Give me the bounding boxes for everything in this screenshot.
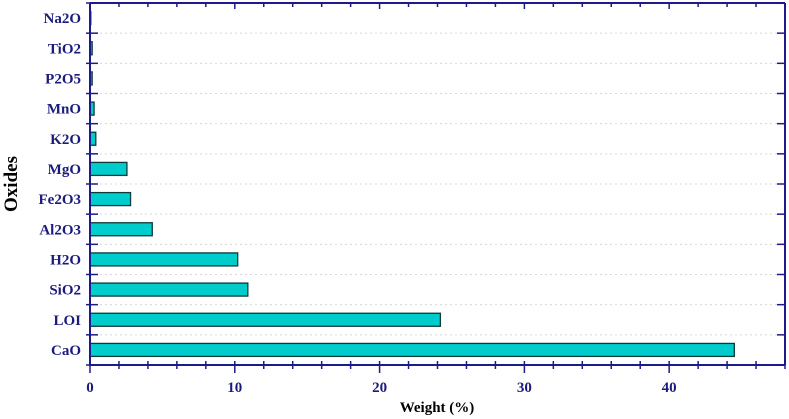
bar-h2o xyxy=(89,252,239,267)
x-axis-tick-labels: 0 10 20 30 40 xyxy=(86,380,676,396)
bar-loi xyxy=(89,312,442,327)
y-axis-category-labels: CaO LOI SiO2 H2O Al2O3 Fe2O3 MgO K2O MnO P2O5 TiO2… xyxy=(39,11,82,359)
bar-sio2 xyxy=(89,282,249,297)
x-tick-label: 30 xyxy=(517,380,532,396)
category-label: P2O5 xyxy=(45,71,81,87)
category-label: LOI xyxy=(53,313,81,329)
x-tick-label: 10 xyxy=(227,380,242,396)
gridlines xyxy=(90,32,785,336)
category-label: MgO xyxy=(48,162,81,178)
x-tick-label: 0 xyxy=(86,380,94,396)
category-label: MnO xyxy=(47,102,81,118)
bar-cao xyxy=(89,342,735,358)
axes xyxy=(86,2,786,373)
category-label: CaO xyxy=(51,343,81,359)
y-axis-title: Oxides xyxy=(1,156,22,212)
category-label: H2O xyxy=(50,252,81,268)
category-label: TiO2 xyxy=(48,41,81,57)
bars xyxy=(89,10,735,358)
category-label: Al2O3 xyxy=(39,222,81,238)
x-tick-label: 40 xyxy=(662,380,677,396)
category-label: Na2O xyxy=(44,11,82,27)
bar-mgo xyxy=(89,161,128,177)
bar-fe2o3 xyxy=(89,191,132,207)
category-label: Fe2O3 xyxy=(39,192,82,208)
x-axis-title: Weight (%) xyxy=(400,400,475,416)
category-label: K2O xyxy=(50,132,81,148)
x-tick-label: 20 xyxy=(372,380,387,396)
category-label: SiO2 xyxy=(49,283,81,299)
bar-al2o3 xyxy=(89,222,153,237)
